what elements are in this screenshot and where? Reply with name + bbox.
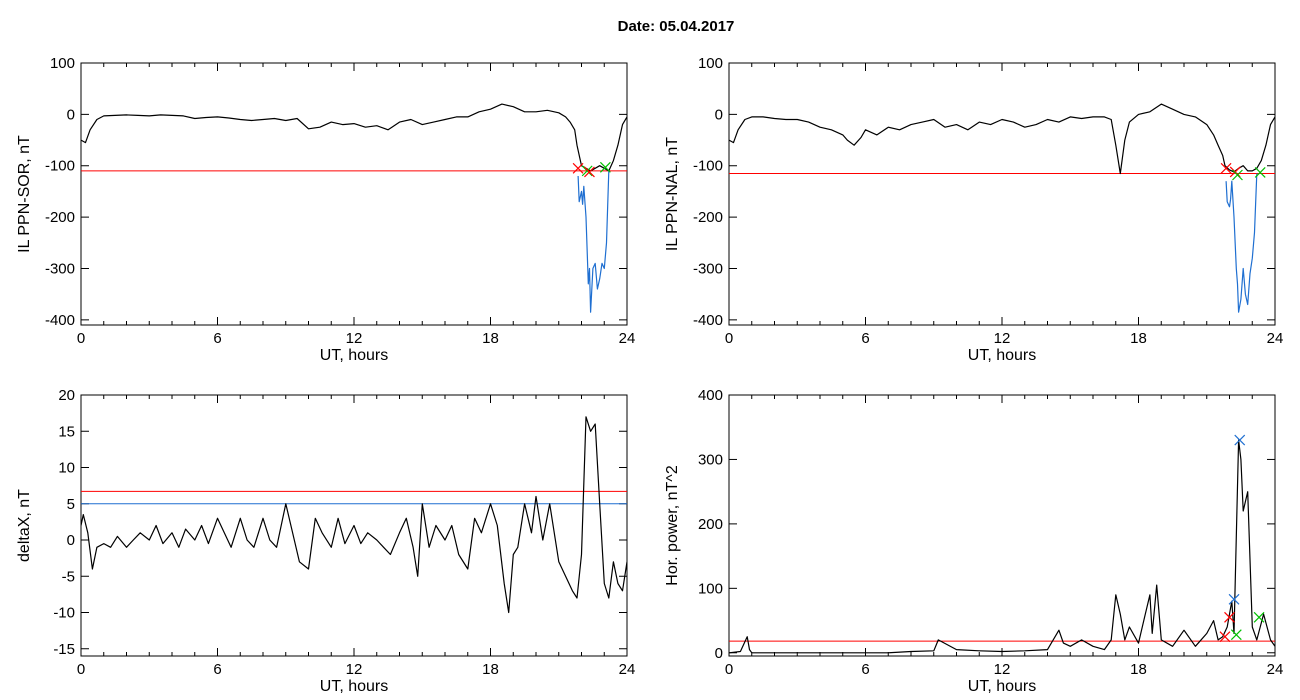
plot-area [81,416,627,614]
plot-frame [80,62,628,326]
y-tick-label: 100 [50,55,75,72]
x-tick-label: 0 [77,661,85,678]
x-tick-label: 6 [213,330,221,347]
y-axis-title: Hor. power, nT^2 [664,465,681,586]
x-marker-stroke [599,161,611,173]
x-tick-label: 18 [482,661,499,678]
x-axis-title: UT, hours [968,347,1036,364]
y-tick-label: 0 [715,645,723,662]
x-marker-stroke [1232,169,1243,181]
y-tick-label: -400 [45,312,75,329]
y-tick-label: 15 [58,423,75,440]
y-tick-label: -5 [62,568,75,585]
y-tick-label: 20 [58,387,75,404]
x-marker-stroke [1228,593,1240,605]
x-marker [1219,631,1231,643]
x-tick-label: 6 [861,330,869,347]
plot-area [729,434,1275,654]
x-marker-stroke [572,162,584,174]
data-series-line [1225,173,1258,313]
x-marker [1254,166,1266,178]
x-marker [572,162,584,174]
y-tick-label: -15 [53,641,75,658]
y-tick-label: 100 [698,55,723,72]
data-series-line [81,103,627,172]
y-tick-label: 300 [698,451,723,468]
x-marker [1232,169,1243,181]
y-tick-label: -100 [693,158,723,175]
page-title: Date: 05.04.2017 [617,18,735,35]
y-tick-label: 400 [698,387,723,404]
y-tick-label: -300 [45,260,75,277]
x-axis-title: UT, hours [968,678,1036,695]
plot-area [729,103,1275,313]
y-axis-title: deltaX, nT [16,489,33,562]
y-tick-label: 0 [67,106,75,123]
x-tick-label: 18 [1130,661,1147,678]
plot-area [81,103,627,313]
y-tick-label: 0 [715,106,723,123]
y-tick-label: -300 [693,260,723,277]
x-tick-label: 0 [725,330,733,347]
x-marker-stroke [1219,631,1231,643]
x-tick-label: 18 [482,330,499,347]
data-series-line [81,416,627,614]
x-marker-stroke [1234,434,1246,446]
x-marker-stroke [1224,611,1235,623]
x-marker [1224,611,1235,623]
x-marker [1253,611,1265,623]
x-tick-label: 24 [619,661,636,678]
plot-frame [728,394,1276,657]
x-tick-label: 12 [994,661,1011,678]
x-marker-stroke [1230,629,1242,641]
plot-frame [728,62,1276,326]
panel-sor: 0 6 12 18 24 100 0 -100 -200 -300 -400 UT, hours IL … [16,55,635,364]
y-tick-label: 200 [698,516,723,533]
x-tick-label: 0 [725,661,733,678]
x-tick-label: 6 [213,661,221,678]
y-axis-title: IL PPN-SOR, nT [16,135,33,253]
x-marker [599,161,611,173]
x-tick-label: 18 [1130,330,1147,347]
x-marker [1230,629,1242,641]
x-marker [581,165,593,177]
x-marker-stroke [1220,162,1232,174]
y-tick-label: 100 [698,580,723,597]
panel-deltax: 0 6 12 18 24 20 15 10 5 0 -5 -10 -15 UT, hours deltaX,… [16,387,635,695]
x-axis-title: UT, hours [320,678,388,695]
x-marker [1228,593,1240,605]
x-axis-title: UT, hours [320,347,388,364]
x-marker [1234,434,1246,446]
x-tick-label: 0 [77,330,85,347]
y-tick-label: 0 [67,532,75,549]
x-tick-label: 12 [346,330,363,347]
panel-nal: 0 6 12 18 24 100 0 -100 -200 -300 -400 UT, hours IL … [664,55,1283,364]
x-marker-stroke [1253,611,1265,623]
x-tick-label: 6 [861,661,869,678]
y-tick-label: -10 [53,605,75,622]
x-tick-label: 24 [619,330,636,347]
y-tick-label: 10 [58,460,75,477]
x-marker [584,166,595,178]
panel-power: 0 6 12 18 24 400 300 200 100 0 UT, hours Hor. power… [664,387,1283,695]
x-tick-label: 12 [346,661,363,678]
y-tick-label: -100 [45,158,75,175]
data-series-line [729,103,1275,175]
x-tick-label: 24 [1267,330,1284,347]
y-axis-title: IL PPN-NAL, nT [664,137,681,251]
x-marker-stroke [584,166,595,178]
y-tick-label: -200 [45,209,75,226]
data-series-line [729,439,1275,654]
y-tick-label: -400 [693,312,723,329]
data-series-line [577,170,610,313]
x-marker-stroke [1254,166,1266,178]
x-marker [1220,162,1232,174]
x-tick-label: 24 [1267,661,1284,678]
y-tick-label: 5 [67,496,75,513]
y-tick-label: -200 [693,209,723,226]
x-tick-label: 12 [994,330,1011,347]
x-marker-stroke [581,165,593,177]
